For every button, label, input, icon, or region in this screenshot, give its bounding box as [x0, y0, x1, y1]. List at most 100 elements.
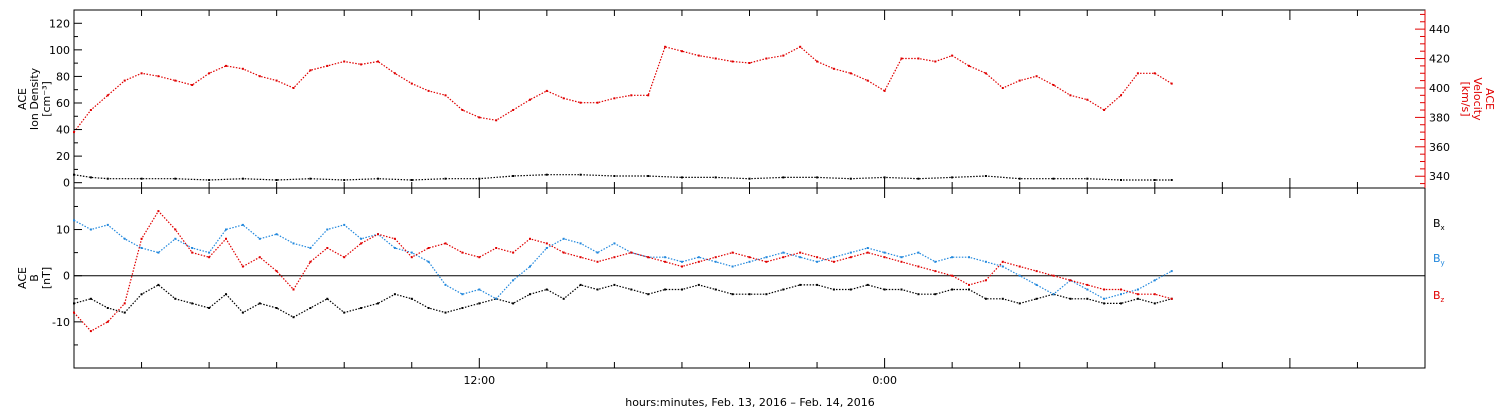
bz-point	[816, 256, 819, 259]
bz-point	[444, 242, 447, 245]
velocity-point	[1001, 87, 1004, 89]
by-point	[883, 251, 886, 254]
bx-point	[140, 293, 143, 296]
bx-point	[444, 311, 447, 314]
by-point	[140, 247, 143, 249]
by-point	[73, 219, 75, 222]
bz-point	[1001, 260, 1004, 263]
bx-point	[934, 293, 937, 296]
bz-point	[883, 256, 886, 259]
velocity-point	[883, 89, 886, 92]
velocity-point	[647, 94, 650, 97]
bz-point	[968, 283, 970, 286]
velocity-point	[258, 75, 261, 78]
velocity-point	[529, 98, 531, 101]
by-point	[478, 288, 481, 291]
density-tick-label: 20	[56, 150, 70, 163]
x-axis-title: hours:minutes, Feb. 13, 2016 – Feb. 14, …	[625, 396, 875, 409]
density-point	[748, 177, 751, 180]
bz-point	[258, 256, 261, 259]
legend-by: By	[1433, 252, 1445, 267]
velocity-tick-label: 340	[1429, 170, 1450, 183]
by-point	[512, 279, 515, 282]
bz-point	[140, 237, 143, 240]
density-point	[714, 176, 717, 179]
velocity-point	[140, 72, 143, 75]
density-point	[309, 177, 312, 180]
density-point	[140, 177, 143, 180]
by-point	[393, 247, 396, 249]
bottom-left-axis: -10 0 10	[52, 205, 82, 346]
density-point	[647, 175, 650, 177]
bx-point	[714, 288, 717, 291]
by-point	[1086, 288, 1089, 291]
velocity-point	[241, 67, 244, 70]
by-point	[1001, 265, 1004, 268]
bx-point	[968, 288, 970, 291]
density-point	[883, 176, 886, 179]
bz-point	[613, 256, 616, 259]
bz-point	[714, 256, 717, 259]
by-point	[461, 293, 464, 296]
by-point	[1136, 288, 1139, 291]
bx-point	[816, 283, 819, 286]
velocity-point	[1136, 72, 1139, 75]
bfield-tick-label: 10	[56, 224, 70, 237]
density-point	[1018, 177, 1021, 180]
velocity-point	[731, 60, 734, 63]
bz-point	[225, 237, 227, 240]
bx-point	[393, 293, 396, 296]
velocity-point	[596, 101, 599, 104]
velocity-point	[1086, 98, 1089, 101]
velocity-point	[225, 64, 227, 67]
velocity-point	[123, 79, 126, 82]
velocity-point	[562, 97, 565, 100]
bz-point	[360, 242, 363, 245]
density-point	[89, 176, 92, 179]
velocity-point	[748, 62, 751, 64]
density-point	[545, 173, 548, 176]
bx-point	[123, 311, 126, 314]
bz-point	[1086, 283, 1089, 286]
density-point	[984, 175, 987, 177]
density-point	[343, 179, 346, 181]
bx-point	[647, 293, 650, 296]
velocity-point	[208, 72, 211, 75]
bz-point	[326, 247, 329, 249]
bx-point	[529, 293, 531, 296]
bz-point	[275, 270, 278, 273]
bz-point	[697, 260, 700, 263]
bx-point	[681, 288, 683, 291]
bz-series-line	[73, 210, 1172, 332]
bx-point	[208, 307, 211, 309]
bz-point	[934, 270, 937, 273]
velocity-point	[782, 54, 785, 57]
bz-point	[1035, 270, 1038, 273]
bx-point	[883, 288, 886, 291]
bz-point	[174, 228, 177, 231]
bx-point	[275, 307, 278, 309]
density-point	[579, 173, 582, 176]
by-point	[951, 256, 954, 259]
velocity-point	[478, 116, 481, 119]
bz-point	[123, 302, 126, 305]
velocity-point	[849, 72, 852, 75]
bx-point	[1120, 302, 1122, 305]
density-point	[1153, 179, 1156, 181]
velocity-point	[1120, 94, 1122, 97]
density-point	[444, 177, 447, 180]
density-point	[1120, 179, 1122, 181]
bfield-legend: Bx By Bz	[1433, 217, 1445, 304]
bz-point	[495, 247, 498, 249]
bx-point	[951, 288, 954, 291]
bz-point	[579, 256, 582, 259]
by-point	[89, 228, 92, 231]
bx-point	[427, 307, 430, 309]
density-tick-label: 120	[49, 17, 70, 30]
by-point	[731, 265, 734, 268]
by-point	[427, 260, 430, 263]
by-point	[900, 256, 903, 259]
density-point	[849, 177, 852, 180]
density-point	[208, 179, 211, 181]
